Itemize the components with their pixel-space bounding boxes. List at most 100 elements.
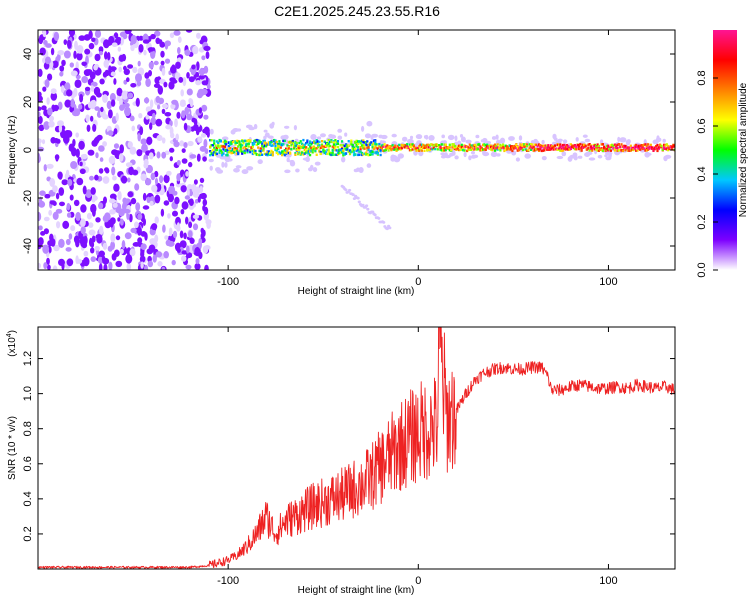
spectrogram-cell (198, 75, 205, 80)
spectrogram-cell (41, 105, 47, 111)
spectrogram-cell (80, 218, 86, 227)
spectrogram-cell (323, 151, 326, 155)
spectrogram-cell (410, 143, 413, 146)
spectrogram-cell (418, 145, 421, 148)
spectrogram-cell (302, 146, 305, 149)
spectrogram-cell (127, 141, 133, 149)
spectrogram-cell (616, 143, 619, 147)
spectrogram-cell (508, 136, 515, 141)
spectrogram-cell (100, 106, 104, 113)
spectrogram-cell (189, 237, 195, 244)
spectrogram-cell (69, 194, 74, 201)
spectrogram-cell (136, 149, 143, 157)
spectrogram-cell (112, 175, 117, 181)
spectrogram-cell (476, 143, 479, 146)
spectrogram-cell (152, 112, 156, 119)
spectrogram-cell (579, 143, 582, 146)
spectrogram-cell (279, 143, 282, 146)
spectrogram-cell (371, 153, 374, 156)
spectrogram-cell (245, 139, 248, 143)
spectrogram-cell (192, 45, 199, 55)
spectrogram-cell (354, 148, 357, 151)
spectrogram-cell (523, 143, 526, 146)
spectrogram-cell (67, 179, 73, 187)
spectrogram-cell (287, 141, 290, 144)
spectrogram-cell (269, 153, 272, 156)
spectrogram-cell (267, 153, 270, 156)
spectrogram-cell (441, 134, 446, 139)
spectrogram-cell (102, 242, 108, 250)
spectrogram-cell (214, 148, 217, 152)
spectrogram-cell (412, 145, 415, 148)
spectrogram-cell (218, 151, 221, 154)
spectrogram-cell (533, 138, 538, 143)
spectrogram-cell (181, 148, 186, 154)
spectrogram-cell (388, 145, 391, 148)
spectrogram-cell (64, 99, 72, 108)
spectrogram-cell (234, 143, 237, 146)
spectrogram-cell (504, 148, 507, 151)
spectrogram-cell (560, 148, 563, 151)
spectrogram-cell (306, 150, 309, 153)
spectrogram-cell (129, 213, 133, 223)
spectrogram-cell (515, 147, 518, 150)
spectrogram-cell (616, 147, 619, 150)
spectrogram-cell (442, 149, 445, 152)
spectrogram-cell (247, 142, 250, 145)
spectrogram-cell (382, 221, 386, 224)
spectrogram-cell (98, 202, 104, 210)
spectrogram-cell (531, 143, 534, 146)
spectrogram-cell (266, 153, 269, 157)
spectrogram-cell (355, 149, 358, 153)
spectrogram-cell (366, 143, 369, 147)
spectrogram-cell (113, 128, 118, 135)
spectrogram-cell (363, 147, 366, 150)
spectrogram-cell (577, 145, 580, 149)
spectrogram-cell (274, 144, 277, 147)
spectrogram-cell (645, 144, 648, 147)
spectrogram-cell (500, 144, 503, 148)
spectrogram-cell (219, 140, 222, 143)
spectrogram-cell (416, 146, 419, 150)
spectrogram-cell (270, 144, 273, 147)
spectrogram-cell (135, 97, 140, 107)
spectrogram-cell (640, 146, 643, 149)
spectrogram-cell (91, 139, 98, 147)
spectrogram-cell (471, 147, 474, 150)
spectrogram-cell (99, 78, 105, 85)
spectrogram-cell (201, 104, 208, 112)
spectrogram-cell (635, 145, 638, 148)
spectrogram-cell (287, 147, 290, 150)
spectrogram-cell (84, 220, 89, 227)
spectrogram-cell (524, 153, 531, 159)
spectrogram-cell (90, 256, 97, 262)
spectrogram-cell (569, 146, 572, 149)
spectrogram-cell (231, 148, 234, 151)
spectrogram-cell (334, 146, 337, 149)
spectrogram-cell (150, 49, 156, 60)
spectrogram-cell (543, 147, 546, 150)
spectrogram-cell (251, 142, 254, 145)
spectrogram-cell (203, 114, 209, 120)
spectrogram-cell (46, 97, 50, 105)
spectrogram-cell (108, 155, 116, 165)
spectrogram-cell (246, 166, 254, 171)
spectrogram-cell (352, 153, 356, 157)
spectrogram-cell (43, 262, 48, 270)
spectrogram-cell (107, 130, 114, 137)
spectrogram-cell (78, 140, 85, 150)
spectrogram-cell (357, 200, 361, 204)
spectrogram-cell (386, 147, 389, 150)
spectrogram-cell (222, 148, 225, 151)
spectrogram-cell (443, 149, 446, 152)
spectrogram-cell (361, 125, 365, 132)
spectrogram-cell (536, 145, 539, 148)
spectrogram-cell (90, 115, 94, 122)
spectrogram-cell (203, 45, 211, 52)
spectrogram-cell (126, 77, 130, 83)
spectrogram-cell (376, 147, 379, 150)
spectrogram-cell (38, 237, 44, 246)
spectrogram-cell (452, 144, 455, 147)
spectrogram-cell (350, 150, 353, 154)
spectrogram-cell (348, 150, 352, 154)
